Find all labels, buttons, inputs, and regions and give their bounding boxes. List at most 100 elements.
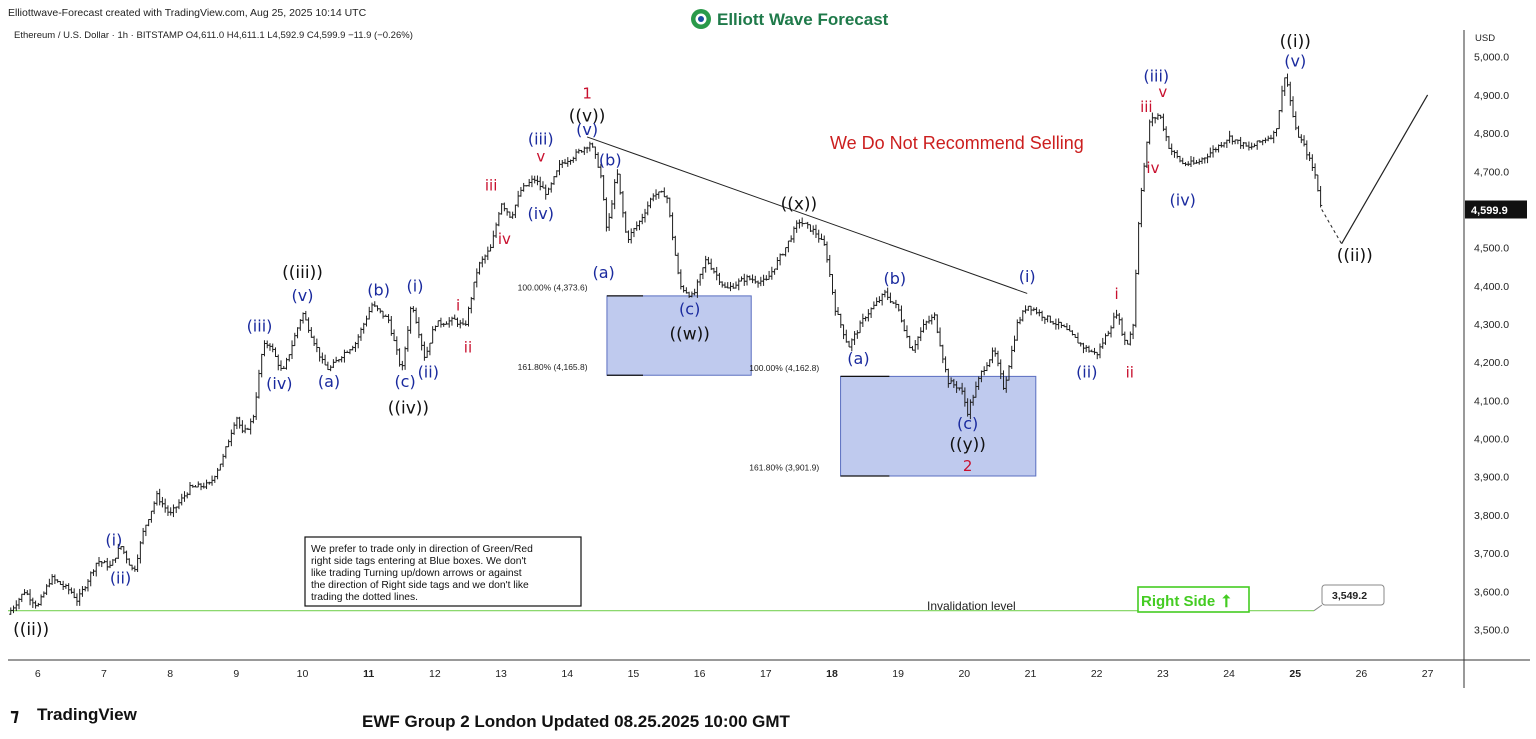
candle	[720, 281, 724, 288]
candle	[717, 272, 722, 285]
projection-solid	[1341, 94, 1429, 245]
candle	[1252, 143, 1257, 148]
candle	[240, 420, 244, 434]
candle	[329, 365, 333, 372]
candle	[422, 341, 426, 361]
blue-box-1	[606, 295, 752, 376]
wave-label: iii	[1140, 98, 1153, 116]
candle	[1183, 162, 1188, 167]
candle	[737, 278, 741, 291]
candle	[409, 306, 413, 334]
candle	[527, 178, 531, 187]
candle	[152, 501, 156, 515]
candle	[301, 312, 305, 324]
candle	[538, 176, 542, 191]
candle	[31, 597, 35, 608]
candle	[282, 365, 286, 369]
candle	[568, 159, 573, 165]
tradingview-logo: ⁊ TradingView	[10, 705, 138, 726]
candle	[1263, 137, 1268, 144]
candle	[1211, 145, 1215, 158]
candle	[1208, 147, 1212, 158]
candle	[1051, 320, 1055, 325]
candle	[1159, 114, 1163, 120]
candle	[1274, 128, 1279, 137]
right-side-tag-label: Right Side	[1141, 593, 1215, 610]
candle	[1018, 316, 1022, 325]
candle	[750, 274, 755, 284]
candle	[1148, 119, 1152, 145]
candle	[764, 275, 768, 281]
candle	[646, 201, 650, 216]
candle	[202, 482, 206, 489]
candle	[1048, 315, 1052, 323]
candle	[42, 591, 46, 598]
candle	[1021, 310, 1025, 322]
candle	[1200, 157, 1204, 165]
candle	[1250, 142, 1254, 150]
wave-label: ((ii))	[1337, 246, 1373, 266]
candle	[1106, 330, 1110, 337]
candle	[312, 335, 316, 347]
note-line: We prefer to trade only in direction of …	[311, 544, 533, 555]
candle	[340, 356, 344, 363]
wave-label: iv	[1146, 159, 1159, 177]
headline-annotation: We Do Not Recommend Selling	[830, 133, 1084, 153]
candle	[1026, 305, 1030, 311]
candle	[836, 307, 840, 316]
candle	[295, 327, 300, 339]
candle	[1054, 318, 1058, 330]
candle	[1247, 141, 1251, 151]
candle	[679, 269, 683, 290]
candle	[113, 557, 118, 563]
candle	[320, 352, 324, 364]
candle	[378, 308, 382, 314]
wave-label: (c)	[957, 414, 978, 433]
candle	[486, 246, 490, 261]
candle	[701, 267, 705, 280]
wave-label: (ii)	[110, 569, 131, 588]
candle	[828, 254, 832, 278]
candle	[1120, 317, 1124, 336]
candle	[47, 578, 51, 588]
candle	[604, 197, 608, 232]
time-tick-label: 7	[101, 668, 107, 680]
candle	[626, 230, 631, 243]
candle	[852, 331, 857, 345]
trendline	[586, 136, 1028, 294]
candle	[348, 348, 352, 355]
candle	[75, 593, 79, 606]
candle	[136, 554, 140, 573]
candle	[1310, 154, 1314, 171]
wave-label: (v)	[292, 286, 314, 305]
candle	[1034, 307, 1039, 315]
wave-label: (i)	[1019, 267, 1036, 286]
candle	[682, 285, 686, 293]
candle	[571, 156, 575, 163]
candle	[1316, 174, 1320, 192]
candle	[1181, 157, 1185, 165]
candle	[1043, 316, 1047, 324]
candle	[1255, 140, 1259, 150]
time-tick-label: 20	[958, 668, 970, 680]
candle	[497, 211, 501, 227]
candle	[160, 496, 165, 508]
wave-label: (c)	[394, 372, 415, 391]
candle	[607, 213, 611, 231]
candle	[36, 602, 40, 607]
candle	[1095, 351, 1099, 360]
wave-label: (i)	[105, 530, 122, 549]
candle	[158, 488, 162, 506]
price-tick-label: 4,100.0	[1474, 395, 1509, 407]
candle	[1101, 337, 1105, 349]
candle	[293, 332, 297, 347]
candle	[731, 283, 735, 289]
candle	[665, 195, 669, 204]
candle	[841, 324, 846, 340]
candle	[1194, 160, 1199, 164]
candle	[990, 347, 995, 364]
candle	[227, 439, 231, 448]
candle	[905, 325, 909, 339]
candle	[254, 392, 258, 420]
